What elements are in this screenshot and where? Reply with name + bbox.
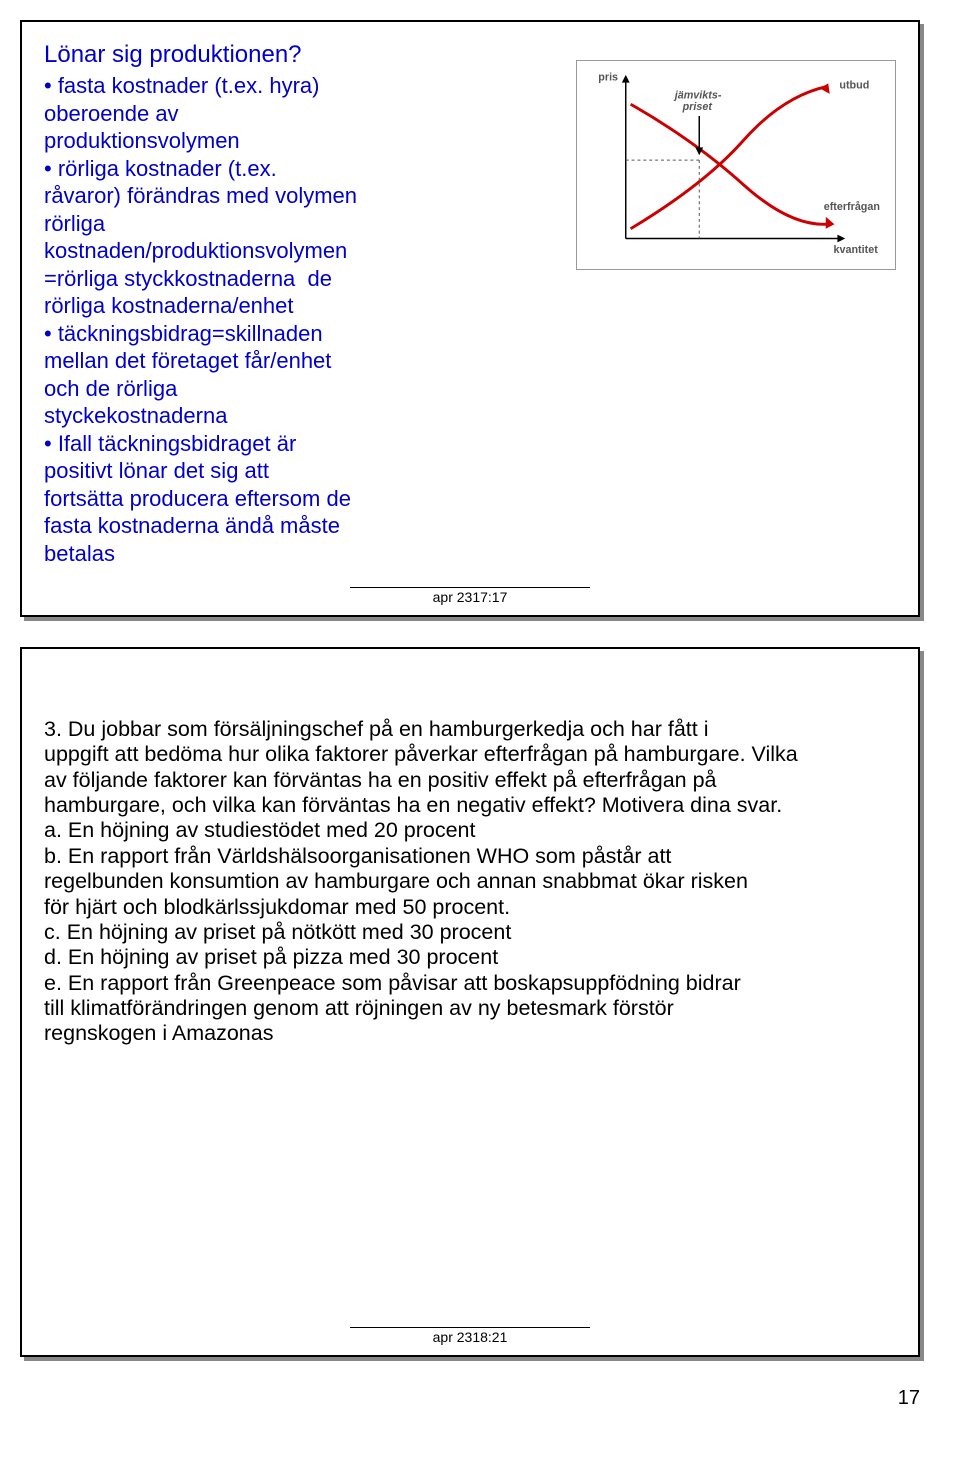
slide2-line: hamburgare, och vilka kan förväntas ha e… — [44, 793, 896, 818]
slide2-line: regelbunden konsumtion av hamburgare och… — [44, 869, 896, 894]
slide2-line: uppgift att bedöma hur olika faktorer på… — [44, 742, 896, 767]
slide1-line: positivt lönar det sig att — [44, 457, 566, 485]
demand-label: efterfrågan — [824, 201, 880, 213]
slide2-timestamp: apr 23­18:21 — [350, 1327, 590, 1345]
supply-curve — [631, 87, 827, 229]
slide1-line: råvaror) förändras med volymen — [44, 182, 566, 210]
slide1-line: • rörliga kostnader (t.ex. — [44, 155, 566, 183]
slide1-line: betalas — [44, 540, 566, 568]
slide-2: 3. Du jobbar som försäljningschef på en … — [20, 647, 920, 1357]
slide1-line: fortsätta producera eftersom de — [44, 485, 566, 513]
slide1-line: styckekostnaderna — [44, 402, 566, 430]
slide1-timestamp: apr 23­17:17 — [350, 587, 590, 605]
slide2-line: e. En rapport från Greenpeace som påvisa… — [44, 971, 896, 996]
slide1-line: rörliga kostnaderna/enhet — [44, 292, 566, 320]
slide1-line: och de rörliga — [44, 375, 566, 403]
slide2-line: c. En höjning av priset på nötkött med 3… — [44, 920, 896, 945]
slide1-body: Lönar sig produktionen? • fasta kostnade… — [44, 40, 896, 567]
slide1-text-block: Lönar sig produktionen? • fasta kostnade… — [44, 40, 566, 567]
slide2-line: av följande faktorer kan förväntas ha en… — [44, 768, 896, 793]
slide2-text-block: 3. Du jobbar som försäljningschef på en … — [44, 667, 896, 1047]
demand-curve — [631, 104, 832, 224]
slide2-line: a. En höjning av studiestödet med 20 pro… — [44, 818, 896, 843]
slide2-line: d. En höjning av priset på pizza med 30 … — [44, 945, 896, 970]
slide2-line: för hjärt­ och blodkärlssjukdomar med 50… — [44, 895, 896, 920]
slide1-line: mellan det företaget får/enhet — [44, 347, 566, 375]
page-number: 17 — [20, 1387, 920, 1410]
eq-label-1: jämvikts- — [673, 89, 722, 101]
chart-svg: pris kvantitet utbud efterfrågan jämvikt… — [583, 67, 889, 263]
slide-1: Lönar sig produktionen? • fasta kostnade… — [20, 20, 920, 617]
slide1-line: rörliga — [44, 210, 566, 238]
slide2-line: till klimatförändringen genom att röjnin… — [44, 996, 896, 1021]
y-axis-arrow-icon — [622, 75, 630, 83]
supply-demand-chart: pris kvantitet utbud efterfrågan jämvikt… — [576, 60, 896, 270]
slide1-line: oberoende av — [44, 100, 566, 128]
slide1-line: • Ifall täckningsbidraget är — [44, 430, 566, 458]
slide2-line: b. En rapport från Världshälsoorganisati… — [44, 844, 896, 869]
slide1-line: fasta kostnaderna ändå måste — [44, 512, 566, 540]
slide2-line: regnskogen i Amazonas — [44, 1021, 896, 1046]
eq-label-2: priset — [682, 101, 713, 113]
slide2-line: 3. Du jobbar som försäljningschef på en … — [44, 717, 896, 742]
chart-container: pris kvantitet utbud efterfrågan jämvikt… — [576, 60, 896, 270]
supply-label: utbud — [839, 80, 869, 92]
x-axis-label: kvantitet — [834, 244, 879, 256]
slide1-line: =rörliga styckkostnaderna ­ de — [44, 265, 566, 293]
y-axis-label: pris — [598, 72, 618, 84]
x-axis-arrow-icon — [837, 235, 845, 243]
slide1-line: • fasta kostnader (t.ex. hyra) — [44, 72, 566, 100]
supply-arrow-icon — [820, 83, 833, 96]
slide1-line: produktionsvolymen — [44, 127, 566, 155]
slide1-line: • täckningsbidrag=skillnaden — [44, 320, 566, 348]
slide1-line: kostnaden/produktionsvolymen — [44, 237, 566, 265]
slide1-title: Lönar sig produktionen? — [44, 40, 566, 70]
